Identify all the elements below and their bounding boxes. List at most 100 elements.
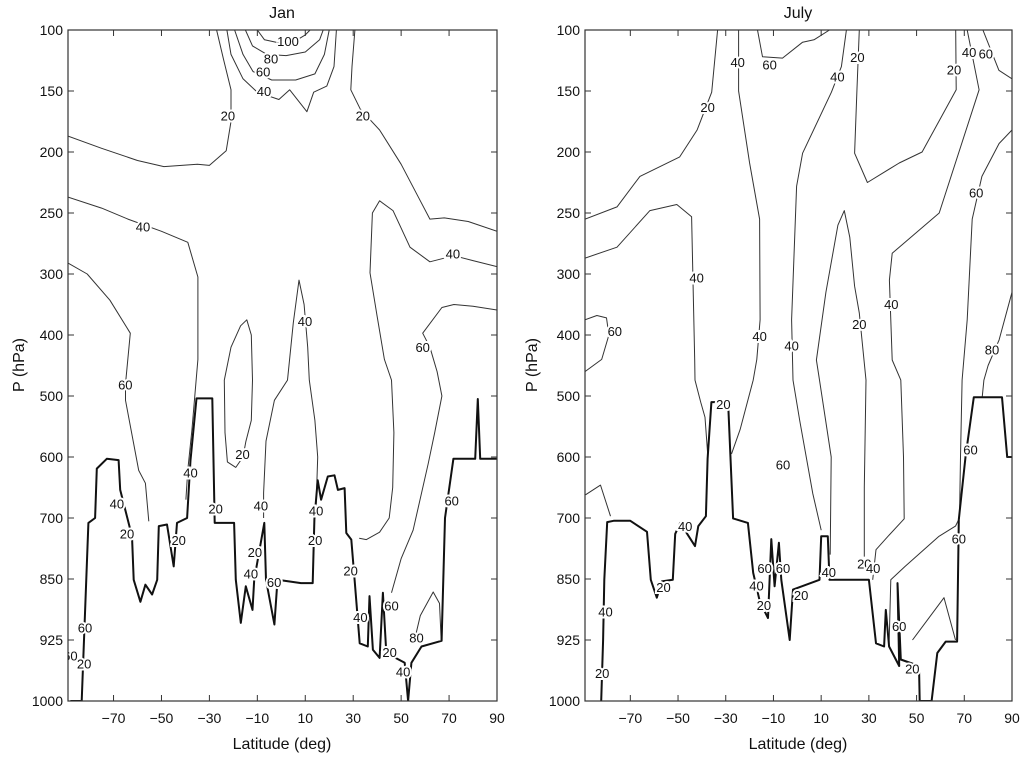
contour-line-40 bbox=[585, 204, 709, 458]
contour-label: 20 bbox=[905, 661, 919, 676]
x-tick-label: −10 bbox=[762, 710, 786, 726]
contour-label: 20 bbox=[248, 545, 262, 560]
contour-line-60 bbox=[888, 129, 1012, 645]
contour-label: 20 bbox=[77, 656, 91, 671]
contour-line-80 bbox=[244, 30, 324, 57]
contour-label: 40 bbox=[309, 503, 323, 518]
x-tick-label: 70 bbox=[441, 710, 457, 726]
contour-line-40 bbox=[263, 279, 319, 518]
contour-label: 60 bbox=[384, 599, 398, 614]
contour-label: 60 bbox=[969, 186, 983, 201]
contour-label: 20 bbox=[382, 645, 396, 660]
x-axis-label: Latitude (deg) bbox=[749, 736, 848, 753]
contour-label: 40 bbox=[110, 497, 124, 512]
contour-label: 20 bbox=[700, 100, 714, 115]
contour-label: 40 bbox=[598, 604, 612, 619]
contour-label: 40 bbox=[784, 339, 798, 354]
contour-label: 60 bbox=[762, 57, 776, 72]
contour-label: 20 bbox=[595, 666, 609, 681]
contour-label: 80 bbox=[264, 51, 278, 66]
contour-label: 20 bbox=[308, 533, 322, 548]
surface-contour-bundle bbox=[600, 396, 1012, 701]
contour-line-60 bbox=[391, 304, 497, 593]
contour-label: 20 bbox=[716, 397, 730, 412]
y-tick-label: 200 bbox=[40, 144, 64, 160]
x-tick-label: −50 bbox=[666, 710, 690, 726]
panel-title: July bbox=[784, 5, 812, 22]
contour-label: 40 bbox=[298, 314, 312, 329]
contour-line-20 bbox=[854, 30, 957, 183]
x-tick-label: 50 bbox=[909, 710, 925, 726]
contour-label: 20 bbox=[852, 317, 866, 332]
contour-line-40 bbox=[68, 196, 199, 500]
y-axis-label: P (hPa) bbox=[524, 338, 541, 392]
contour-label: 20 bbox=[235, 447, 249, 462]
contour-line-40 bbox=[872, 30, 980, 580]
y-tick-label: 700 bbox=[557, 510, 581, 526]
contour-label: 40 bbox=[962, 45, 976, 60]
y-tick-label: 300 bbox=[40, 266, 64, 282]
contour-label: 40 bbox=[353, 610, 367, 625]
y-tick-label: 150 bbox=[557, 83, 581, 99]
contour-line bbox=[912, 597, 956, 641]
x-tick-label: 30 bbox=[345, 710, 361, 726]
contour-line-20 bbox=[223, 319, 253, 468]
x-tick-label: 90 bbox=[1004, 710, 1020, 726]
contour-label: 20 bbox=[120, 527, 134, 542]
contour-label: 40 bbox=[678, 519, 692, 534]
contour-label: 40 bbox=[244, 567, 258, 582]
contour-label: 80 bbox=[409, 630, 423, 645]
contour-line-40 bbox=[791, 30, 847, 531]
x-tick-label: −70 bbox=[618, 710, 642, 726]
contour-label: 20 bbox=[221, 109, 235, 124]
x-tick-label: −30 bbox=[198, 710, 222, 726]
contour-label: 40 bbox=[183, 466, 197, 481]
contour-line-60 bbox=[585, 315, 610, 373]
contour-label: 20 bbox=[343, 563, 357, 578]
contour-label: 20 bbox=[850, 50, 864, 65]
y-tick-label: 200 bbox=[557, 144, 581, 160]
contour-line-20 bbox=[815, 210, 867, 557]
contour-label: 60 bbox=[267, 575, 281, 590]
contour-label: 60 bbox=[256, 65, 270, 80]
contour-label: 40 bbox=[730, 55, 744, 70]
contour-label: 40 bbox=[884, 297, 898, 312]
contour-label: 40 bbox=[822, 565, 836, 580]
contour-label: 40 bbox=[136, 220, 150, 235]
plot-frame bbox=[67, 29, 498, 702]
contour-label: 20 bbox=[356, 109, 370, 124]
x-tick-label: −10 bbox=[245, 710, 269, 726]
contour-label: 100 bbox=[277, 34, 299, 49]
contour-label: 60 bbox=[757, 561, 771, 576]
contour-line-60 bbox=[757, 30, 830, 59]
x-tick-label: 70 bbox=[957, 710, 973, 726]
contour-label: 20 bbox=[208, 502, 222, 517]
y-tick-label: 925 bbox=[557, 632, 581, 648]
contour-label: 60 bbox=[608, 324, 622, 339]
contour-label: 60 bbox=[415, 340, 429, 355]
contour-line-60 bbox=[68, 262, 150, 522]
contour-label: 60 bbox=[979, 46, 993, 61]
contour-label: 40 bbox=[396, 665, 410, 680]
surface-contour-bundle bbox=[70, 397, 497, 701]
contour-line-60 bbox=[982, 30, 1012, 80]
contour-label: 40 bbox=[866, 561, 880, 576]
contour-line-40 bbox=[731, 30, 761, 455]
x-tick-label: 10 bbox=[813, 710, 829, 726]
y-tick-label: 500 bbox=[557, 388, 581, 404]
x-tick-label: 30 bbox=[861, 710, 877, 726]
y-tick-label: 600 bbox=[557, 449, 581, 465]
contour-line-20 bbox=[68, 30, 232, 168]
contour-label: 40 bbox=[749, 578, 763, 593]
contour-label: 20 bbox=[757, 598, 771, 613]
y-tick-label: 250 bbox=[40, 205, 64, 221]
y-tick-label: 500 bbox=[40, 388, 64, 404]
contour-label: 40 bbox=[257, 84, 271, 99]
contour-line-20 bbox=[585, 30, 719, 220]
contour-label: 60 bbox=[963, 442, 977, 457]
contour-label: 60 bbox=[952, 532, 966, 547]
contour-label: 80 bbox=[985, 342, 999, 357]
